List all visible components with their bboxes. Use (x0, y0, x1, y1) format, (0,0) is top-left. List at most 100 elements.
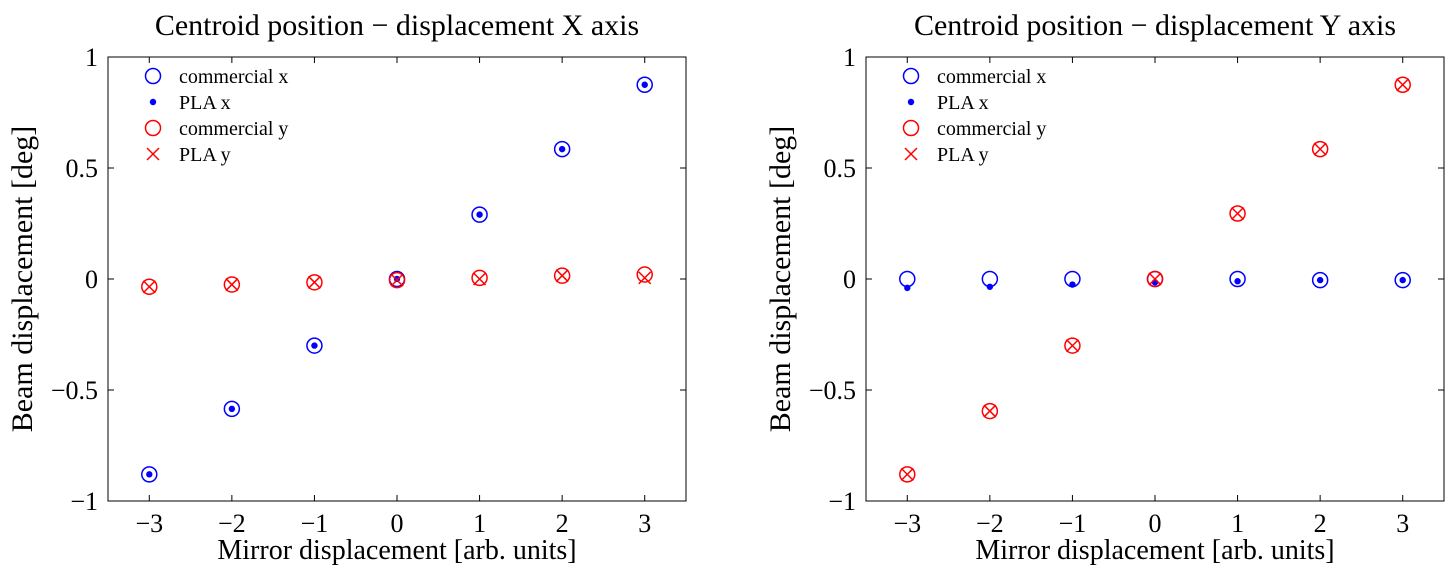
data-point (1316, 276, 1324, 284)
legend: commercial x PLA x commercial y PLA y (902, 66, 1046, 166)
x-axis-label: Mirror displacement [arb. units] (217, 535, 576, 566)
data-point (1069, 281, 1076, 288)
y-axis-label: Beam displacement [deg] (764, 126, 797, 433)
x-axis-label: Mirror displacement [arb. units] (975, 535, 1334, 566)
data-point (1396, 78, 1410, 92)
y-tick-label: 0.5 (66, 154, 99, 183)
data-point (1229, 270, 1246, 288)
data-point (1399, 276, 1406, 284)
data-point (142, 280, 156, 294)
data-point (388, 271, 406, 289)
data-point (900, 467, 914, 481)
x-tick-label: 3 (638, 509, 651, 538)
legend-label: PLA x (179, 92, 231, 114)
data-point (1146, 270, 1164, 288)
data-point (1313, 142, 1327, 156)
data-point (981, 402, 999, 420)
data-point (983, 404, 997, 418)
x-tick-label: 0 (391, 509, 404, 538)
series-PLA-y (142, 269, 652, 294)
chart-title: Centroid position − displacement X axis (155, 9, 639, 42)
data-point (899, 270, 916, 288)
x-tick-label: −2 (976, 509, 1004, 538)
chart-panel-1: Centroid position − displacement X axis −… (6, 9, 687, 566)
data-point (307, 275, 321, 289)
y-tick-label: 0 (85, 265, 98, 294)
chart-panel-2: Centroid position − displacement Y axis −… (764, 9, 1445, 566)
x-tick-label: −3 (135, 509, 163, 538)
legend: commercial x PLA x commercial y PLA y (144, 66, 288, 166)
legend-label: PLA x (937, 92, 989, 114)
x-tick-label: 2 (1314, 509, 1327, 538)
data-point (473, 272, 487, 286)
legend-marker (904, 147, 918, 161)
legend-label: commercial x (179, 66, 288, 88)
chart-title: Centroid position − displacement Y axis (914, 9, 1396, 42)
series-commercial-y (899, 76, 1411, 483)
data-point (636, 266, 653, 283)
data-point (904, 284, 911, 292)
data-point (1311, 140, 1329, 158)
data-point (141, 466, 158, 483)
data-point (1151, 279, 1159, 286)
x-tick-label: 2 (556, 509, 569, 538)
y-tick-label: −0.5 (809, 376, 856, 405)
data-point (223, 276, 241, 293)
data-point (1064, 337, 1081, 354)
y-tick-label: 0 (843, 265, 856, 294)
data-point (393, 275, 401, 283)
data-point (1229, 205, 1246, 222)
data-point (553, 140, 571, 158)
series-PLA-y (900, 78, 1410, 481)
y-axis-label: Beam displacement [deg] (6, 126, 39, 433)
series-commercial-y (141, 266, 653, 296)
data-point (1311, 271, 1329, 289)
data-point (141, 278, 158, 296)
data-point (223, 400, 241, 418)
x-tick-label: 1 (1231, 509, 1244, 538)
data-point (306, 274, 323, 291)
data-point (986, 283, 994, 290)
y-tick-label: 1 (85, 43, 98, 72)
data-point (471, 206, 488, 223)
data-point (558, 145, 566, 153)
y-tick-label: −0.5 (51, 376, 98, 405)
legend-label: commercial y (179, 118, 288, 140)
y-tick-label: −1 (70, 487, 98, 516)
data-point (641, 81, 648, 88)
legend-marker (902, 119, 920, 137)
x-tick-label: 3 (1396, 509, 1409, 538)
y-tick-label: 1 (843, 43, 856, 72)
data-point (1394, 271, 1411, 289)
data-point (471, 269, 488, 287)
data-point (636, 76, 653, 93)
data-point (228, 405, 236, 413)
data-point (899, 466, 916, 483)
legend-marker (144, 119, 162, 137)
data-point (1234, 278, 1241, 285)
x-tick-label: −1 (1059, 509, 1087, 538)
series-PLA-x (146, 81, 648, 478)
data-point (390, 273, 404, 287)
legend-marker (149, 98, 157, 106)
legend-label: commercial y (937, 118, 1046, 140)
data-point (638, 271, 652, 285)
legend-marker (907, 98, 915, 106)
data-point (1148, 272, 1162, 286)
data-point (1394, 76, 1411, 93)
data-point (1231, 206, 1245, 221)
legend-marker (902, 67, 920, 85)
legend-label: PLA y (937, 144, 989, 166)
legend-marker (146, 147, 160, 161)
legend-marker (144, 67, 162, 85)
data-point (146, 471, 153, 478)
y-tick-label: 0.5 (824, 154, 857, 183)
x-tick-label: −1 (301, 509, 329, 538)
legend-label: PLA y (179, 144, 231, 166)
x-tick-label: −3 (893, 509, 921, 538)
legend-label: commercial x (937, 66, 1046, 88)
x-tick-label: −2 (218, 509, 246, 538)
x-tick-label: 1 (473, 509, 486, 538)
data-point (555, 269, 569, 283)
